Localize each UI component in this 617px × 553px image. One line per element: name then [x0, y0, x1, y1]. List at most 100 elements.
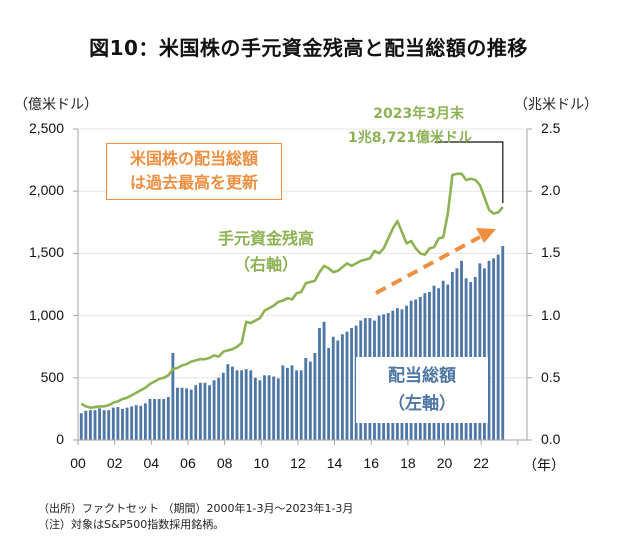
- dividend-label-line2: （左軸）: [388, 394, 456, 414]
- footnote: （注）対象はS&P500指数採用銘柄。: [38, 518, 225, 531]
- dividend-bar: [281, 365, 285, 440]
- dividend-bar: [244, 369, 248, 440]
- dividend-bar: [340, 334, 344, 440]
- dividend-bar: [125, 407, 129, 440]
- trend-arrow-head: [476, 228, 496, 243]
- dividend-bar: [198, 382, 202, 440]
- trend-arrow: [375, 235, 481, 295]
- dividend-bar: [134, 405, 138, 440]
- right-tick-label: 2.5: [541, 120, 561, 136]
- dividend-bar: [483, 268, 486, 440]
- x-tick-label: 08: [216, 455, 233, 471]
- dividend-bar: [272, 376, 276, 440]
- callout-line1: 米国株の配当総額: [129, 149, 258, 168]
- dividend-bar: [313, 352, 317, 440]
- cash-label-line2: （右軸）: [233, 255, 298, 274]
- dividend-bar: [240, 370, 244, 440]
- annotation-leader-line: [434, 141, 504, 204]
- dividend-bar: [162, 398, 166, 440]
- dividend-bar: [450, 272, 454, 440]
- left-tick-label: 1,500: [28, 244, 64, 261]
- dividend-bar: [304, 357, 308, 440]
- x-tick-label: 18: [400, 455, 416, 471]
- annotation-line1: 2023年3月末: [373, 106, 464, 122]
- dividend-bar: [455, 268, 459, 440]
- dividend-bar: [107, 410, 111, 440]
- x-tick-label: 16: [363, 455, 379, 471]
- dividend-bar: [290, 365, 294, 440]
- cash-label-line1: 手元資金残高: [217, 229, 314, 248]
- dividend-bar: [116, 407, 120, 440]
- x-tick-label: 00: [70, 455, 86, 471]
- dividend-bar: [88, 410, 92, 440]
- dividend-bar: [157, 398, 161, 440]
- dividend-bar: [130, 406, 134, 440]
- dividend-bar: [79, 413, 83, 440]
- dividend-bar: [203, 382, 207, 440]
- dividend-bar: [249, 370, 253, 440]
- x-tick-label: 20: [436, 455, 453, 471]
- dividend-bar: [189, 389, 193, 440]
- dividend-bar: [308, 361, 312, 440]
- dividend-bar: [235, 370, 239, 440]
- dividend-bar: [98, 408, 101, 440]
- dividend-bar: [460, 260, 463, 440]
- callout-line2: は過去最高を更新: [129, 173, 258, 192]
- dividend-bar: [231, 366, 234, 440]
- cash-balance-line: [80, 172, 504, 409]
- dividend-bar: [121, 408, 124, 440]
- x-tick-label: 02: [106, 455, 123, 471]
- left-tick-label: 2,000: [28, 182, 64, 199]
- dividend-bar: [153, 398, 156, 440]
- dividend-bar: [176, 387, 179, 440]
- dividend-bar: [276, 378, 280, 440]
- dividend-bar: [496, 254, 500, 440]
- chart-title: 図10：米国株の手元資金残高と配当総額の推移: [89, 36, 528, 60]
- dividend-bar: [336, 340, 340, 440]
- right-tick-label: 0.0: [541, 431, 561, 447]
- dividend-bar: [166, 397, 170, 440]
- dividend-label-line1: 配当総額: [388, 366, 456, 386]
- cash-series-label: 手元資金残高 （右軸）: [186, 226, 346, 278]
- callout-box: 米国株の配当総額 は過去最高を更新: [106, 143, 282, 200]
- x-tick-label: 04: [143, 455, 160, 471]
- dividend-bar: [263, 375, 266, 440]
- dividend-bar: [286, 367, 289, 440]
- dividend-bar: [221, 372, 225, 440]
- annotation-line2: 1兆8,721億米ドル: [347, 130, 472, 146]
- dividend-bar: [226, 364, 230, 440]
- dividend-bar: [194, 385, 198, 440]
- dividend-bar: [345, 331, 349, 440]
- dividend-bar: [331, 336, 335, 440]
- x-tick-label: 06: [180, 455, 196, 471]
- right-tick-label: 1.0: [541, 306, 561, 323]
- dividend-bar: [253, 377, 257, 440]
- left-axis-unit: （億米ドル）: [14, 97, 98, 113]
- dividend-bar: [501, 245, 505, 440]
- dividend-bar: [492, 258, 496, 440]
- left-tick-label: 500: [40, 368, 64, 385]
- left-tick-label: 0: [56, 431, 64, 447]
- dividend-bar: [139, 405, 143, 440]
- dividend-bar: [217, 377, 221, 440]
- dividend-bar: [84, 410, 88, 440]
- latest-value-annotation: 2023年3月末 1兆8,721億米ドル: [296, 102, 490, 150]
- dividend-bar: [111, 407, 115, 440]
- right-tick-label: 1.5: [541, 244, 561, 261]
- x-tick-label: 14: [326, 455, 343, 471]
- dividend-bar: [180, 387, 184, 440]
- dividend-bar: [327, 347, 331, 440]
- dividend-bar: [148, 398, 152, 440]
- dividend-bar: [350, 328, 353, 440]
- dividend-bar: [295, 370, 298, 440]
- dividend-bar: [258, 380, 262, 440]
- dividend-bar: [478, 263, 482, 440]
- dividend-bar: [93, 410, 97, 440]
- right-axis-unit: （兆米ドル）: [514, 97, 598, 113]
- dividend-bar: [143, 403, 147, 440]
- dividend-bar: [171, 352, 175, 440]
- x-tick-label: 22: [473, 455, 489, 471]
- dividend-bar: [208, 385, 211, 440]
- left-tick-label: 2,500: [28, 120, 64, 136]
- dividend-bar: [267, 375, 271, 440]
